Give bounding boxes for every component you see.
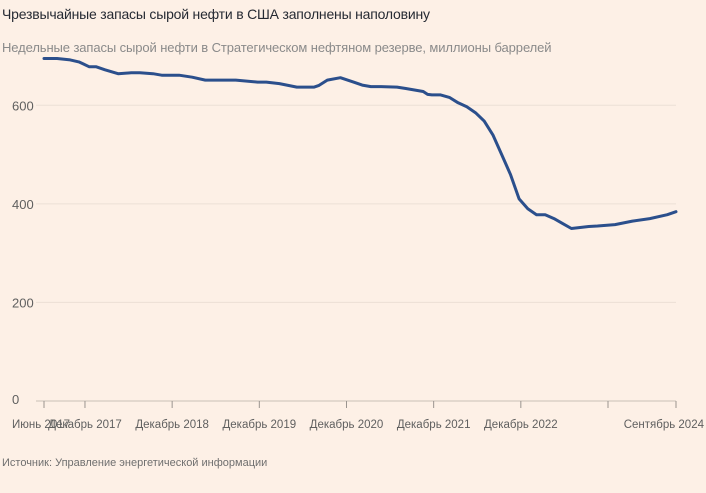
y-axis: 0 200 400 600 [12, 98, 34, 407]
x-tick-label-1: Декабрь 2017 [48, 419, 122, 431]
x-tick-label-8: Сентябрь 2024 [624, 419, 705, 431]
x-tick-label-0: Июнь 2017 [12, 419, 70, 431]
chart-subtitle: Недельные запасы сырой нефти в Стратегич… [2, 40, 552, 55]
x-tick-label-3: Декабрь 2019 [223, 419, 297, 431]
plot-area [42, 57, 678, 230]
y-tick-label-0: 0 [12, 392, 19, 407]
series-line-0 [42, 57, 678, 230]
gridlines [36, 104, 676, 303]
y-tick-label-200: 200 [12, 295, 34, 310]
x-tick-label-5: Декабрь 2021 [397, 419, 471, 431]
x-tick-label-6: Декабрь 2022 [484, 419, 558, 431]
x-tick-label-2: Декабрь 2018 [135, 419, 209, 431]
chart-title: Чрезвычайные запасы сырой нефти в США за… [2, 6, 430, 22]
x-tick-label-4: Декабрь 2020 [310, 419, 384, 431]
y-tick-label-600: 600 [12, 98, 34, 113]
y-tick-label-400: 400 [12, 197, 34, 212]
source-note: Источник: Управление энергетической инфо… [2, 457, 268, 469]
